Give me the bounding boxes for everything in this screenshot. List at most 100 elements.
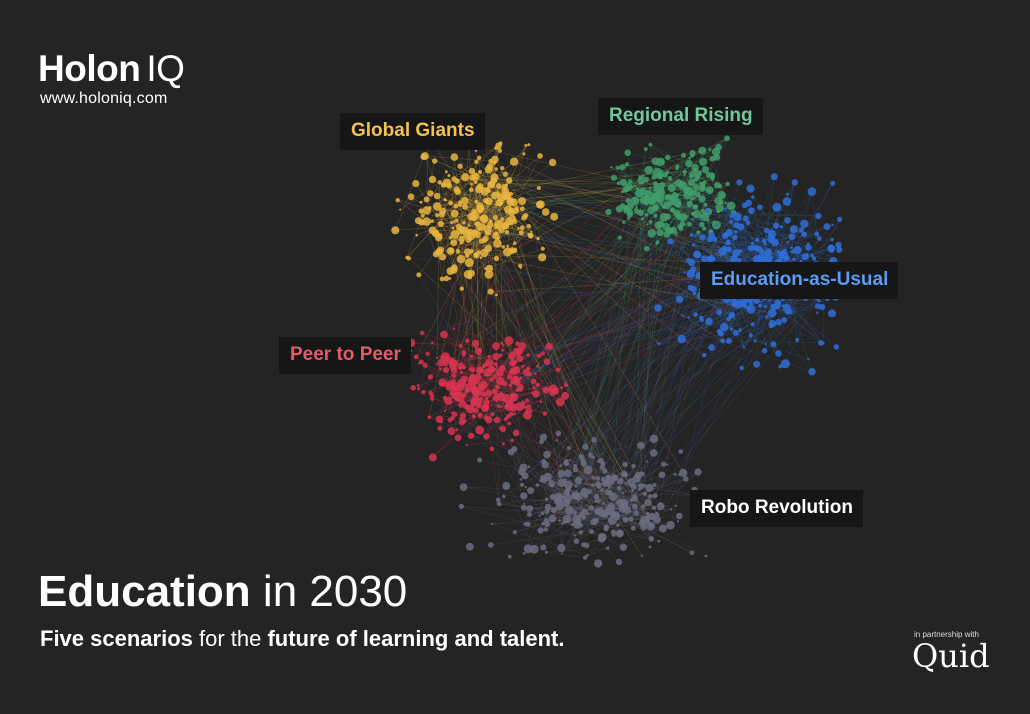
network-node bbox=[778, 364, 783, 369]
network-edge bbox=[457, 251, 813, 372]
network-node bbox=[487, 189, 491, 194]
network-edge bbox=[471, 381, 518, 391]
network-node bbox=[418, 208, 424, 214]
network-node bbox=[490, 220, 493, 223]
network-node bbox=[812, 256, 817, 261]
network-node bbox=[536, 364, 539, 368]
network-node bbox=[440, 182, 447, 188]
network-node bbox=[532, 386, 536, 390]
network-edge bbox=[610, 214, 630, 507]
network-edge bbox=[466, 440, 513, 446]
network-edge bbox=[587, 524, 671, 556]
network-node bbox=[788, 233, 796, 240]
network-node bbox=[565, 503, 569, 507]
network-node bbox=[648, 186, 652, 190]
network-node bbox=[459, 286, 464, 291]
network-node bbox=[549, 494, 556, 500]
network-edge bbox=[574, 198, 692, 497]
network-edge bbox=[520, 226, 828, 379]
network-node bbox=[725, 239, 731, 246]
network-edge bbox=[691, 198, 694, 214]
network-node bbox=[726, 201, 736, 211]
network-node bbox=[819, 303, 826, 311]
network-node bbox=[700, 318, 704, 322]
network-edge bbox=[509, 300, 736, 424]
network-node bbox=[800, 259, 803, 263]
network-node bbox=[463, 270, 473, 279]
network-edge bbox=[635, 210, 648, 249]
network-node bbox=[492, 388, 498, 394]
holoniq-logo: Holon IQ bbox=[38, 50, 185, 87]
network-node bbox=[470, 182, 473, 186]
network-node bbox=[453, 186, 460, 193]
network-edge bbox=[523, 473, 676, 508]
network-edge bbox=[661, 170, 728, 185]
network-node bbox=[500, 405, 504, 408]
network-node bbox=[483, 399, 490, 406]
network-edge bbox=[507, 251, 651, 526]
network-edge bbox=[698, 158, 713, 233]
network-node bbox=[488, 232, 492, 236]
network-node bbox=[563, 383, 568, 387]
network-node bbox=[531, 391, 535, 395]
network-node bbox=[789, 225, 799, 234]
network-node bbox=[781, 317, 788, 323]
network-node bbox=[771, 238, 779, 247]
network-node bbox=[452, 327, 455, 330]
network-node bbox=[657, 342, 661, 346]
network-node bbox=[432, 158, 438, 164]
network-node bbox=[428, 175, 437, 184]
network-node bbox=[458, 235, 465, 243]
network-node bbox=[520, 504, 527, 511]
network-node bbox=[637, 441, 645, 450]
network-node bbox=[791, 179, 798, 186]
network-edge bbox=[622, 191, 656, 208]
network-node bbox=[541, 459, 547, 464]
network-node bbox=[474, 159, 479, 164]
network-node bbox=[484, 270, 494, 279]
network-edge bbox=[617, 271, 769, 526]
network-node bbox=[449, 382, 456, 389]
network-edge bbox=[542, 275, 700, 354]
network-edge bbox=[780, 201, 788, 257]
network-node bbox=[800, 219, 809, 229]
network-node bbox=[748, 207, 755, 214]
network-edge bbox=[456, 234, 692, 399]
network-node bbox=[540, 511, 545, 516]
network-edge bbox=[422, 176, 476, 216]
network-edge bbox=[585, 446, 643, 475]
network-node bbox=[631, 464, 636, 469]
network-node bbox=[670, 207, 676, 213]
network-node bbox=[541, 208, 550, 216]
network-node bbox=[447, 427, 456, 436]
network-node bbox=[640, 524, 647, 531]
network-node bbox=[708, 148, 712, 151]
network-edge bbox=[407, 257, 752, 304]
network-node bbox=[615, 558, 623, 566]
network-node bbox=[610, 174, 618, 181]
network-node bbox=[563, 494, 572, 503]
network-edge bbox=[792, 291, 798, 341]
network-node bbox=[729, 255, 738, 263]
network-edge bbox=[633, 209, 674, 467]
network-node bbox=[450, 239, 458, 247]
network-edge bbox=[512, 237, 620, 397]
network-node bbox=[679, 213, 688, 222]
network-node bbox=[670, 193, 679, 202]
network-node bbox=[495, 497, 501, 503]
network-node bbox=[435, 213, 440, 218]
network-node bbox=[637, 209, 644, 216]
network-node bbox=[623, 517, 629, 523]
network-edge bbox=[496, 258, 624, 494]
network-node bbox=[474, 199, 479, 204]
network-edge bbox=[503, 325, 772, 497]
network-node bbox=[457, 378, 467, 388]
network-edge bbox=[420, 143, 501, 203]
network-node bbox=[739, 365, 744, 371]
network-node bbox=[532, 390, 540, 398]
network-node bbox=[458, 366, 462, 370]
network-node bbox=[656, 513, 660, 517]
network-edge bbox=[613, 177, 793, 237]
network-node bbox=[448, 200, 453, 206]
network-node bbox=[641, 174, 645, 178]
